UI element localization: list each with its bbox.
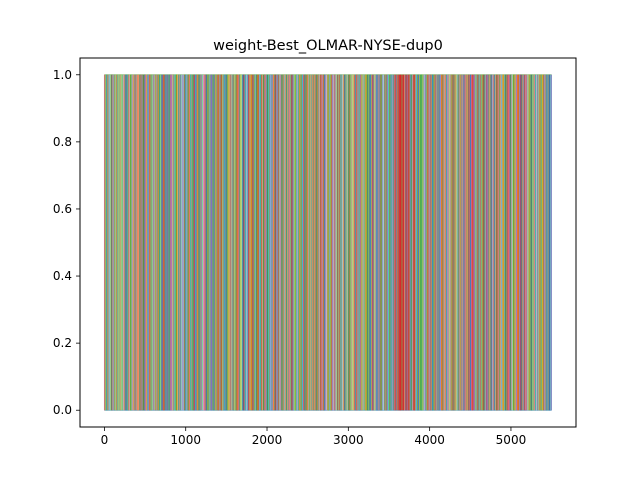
x-tick-label: 3000 xyxy=(333,433,364,447)
y-tick-label: 0.6 xyxy=(53,202,72,216)
x-tick-label: 2000 xyxy=(252,433,283,447)
y-tick-label: 1.0 xyxy=(53,68,72,82)
y-tick-label: 0.4 xyxy=(53,269,72,283)
x-tick-label: 5000 xyxy=(496,433,527,447)
y-tick-label: 0.8 xyxy=(53,135,72,149)
x-tick-label: 4000 xyxy=(414,433,445,447)
plot-area xyxy=(80,58,576,427)
y-tick-label: 0.2 xyxy=(53,336,72,350)
x-tick-label: 1000 xyxy=(170,433,201,447)
series-lines xyxy=(103,74,552,411)
plot-frame xyxy=(79,57,577,428)
x-tick-label: 0 xyxy=(101,433,109,447)
chart-title: weight-Best_OLMAR-NYSE-dup0 xyxy=(213,38,443,54)
x-axis: 0 1000 2000 3000 4000 5000 xyxy=(101,427,527,447)
y-axis: 0.0 0.2 0.4 0.6 0.8 1.0 xyxy=(53,68,80,417)
y-tick-label: 0.0 xyxy=(53,403,72,417)
